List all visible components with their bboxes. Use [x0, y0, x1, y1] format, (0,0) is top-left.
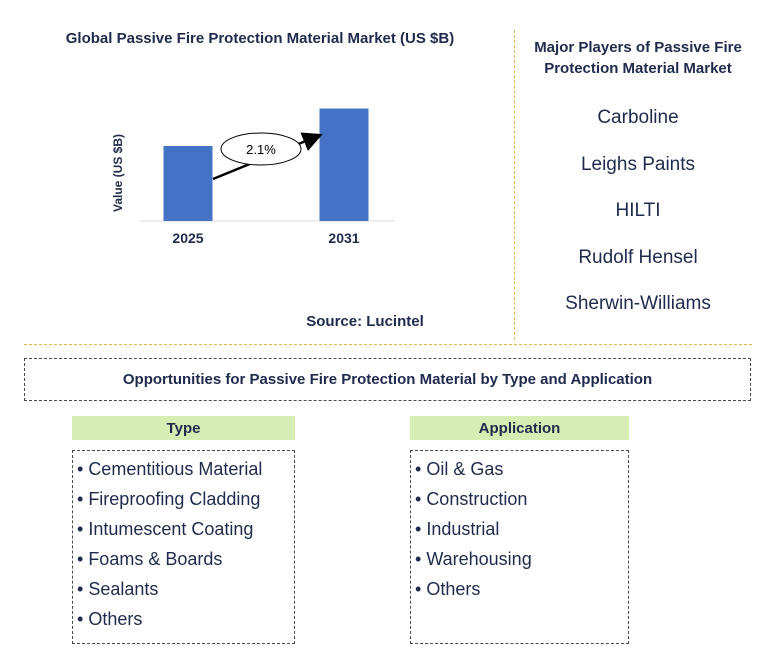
player-item: Sherwin-Williams [565, 293, 711, 315]
bar-chart: Value (US $B) 2025 2031 2.1% [111, 108, 395, 246]
type-item: Fireproofing Cladding [77, 485, 294, 515]
vertical-divider [514, 30, 515, 340]
horizontal-divider [24, 344, 752, 345]
chart-title: Global Passive Fire Protection Material … [65, 30, 455, 47]
bar-2025 [163, 146, 213, 221]
application-item: Industrial [415, 515, 628, 545]
type-item: Foams & Boards [77, 545, 294, 575]
application-list: Oil & Gas Construction Industrial Wareho… [410, 450, 629, 644]
player-item: Carboline [597, 107, 679, 128]
type-item: Intumescent Coating [77, 515, 294, 545]
opportunities-title: Opportunities for Passive Fire Protectio… [24, 358, 751, 401]
application-item: Others [415, 575, 628, 605]
player-item: Leighs Paints [580, 153, 696, 175]
players-list: Carboline Leighs Paints HILTI Rudolf Hen… [522, 104, 754, 337]
application-item: Oil & Gas [415, 455, 628, 485]
application-item: Construction [415, 485, 628, 515]
growth-label: 2.1% [246, 142, 276, 157]
bar-2031 [319, 108, 369, 221]
growth-ellipse [220, 132, 302, 166]
source-note: Source: Lucintel [306, 313, 424, 330]
type-list: Cementitious Material Fireproofing Cladd… [72, 450, 295, 644]
type-item: Cementitious Material [77, 455, 294, 485]
application-header: Application [410, 416, 629, 440]
players-title: Major Players of Passive Fire Protection… [534, 39, 742, 77]
x-tick-label: 2025 [172, 230, 203, 246]
player-item: HILTI [615, 200, 661, 222]
type-item: Sealants [77, 575, 294, 605]
application-item: Warehousing [415, 545, 628, 575]
y-axis-label: Value (US $B) [111, 134, 125, 212]
type-item: Others [77, 605, 294, 635]
player-item: Rudolf Hensel [578, 246, 698, 268]
x-tick-label: 2031 [328, 230, 359, 246]
type-header: Type [72, 416, 295, 440]
